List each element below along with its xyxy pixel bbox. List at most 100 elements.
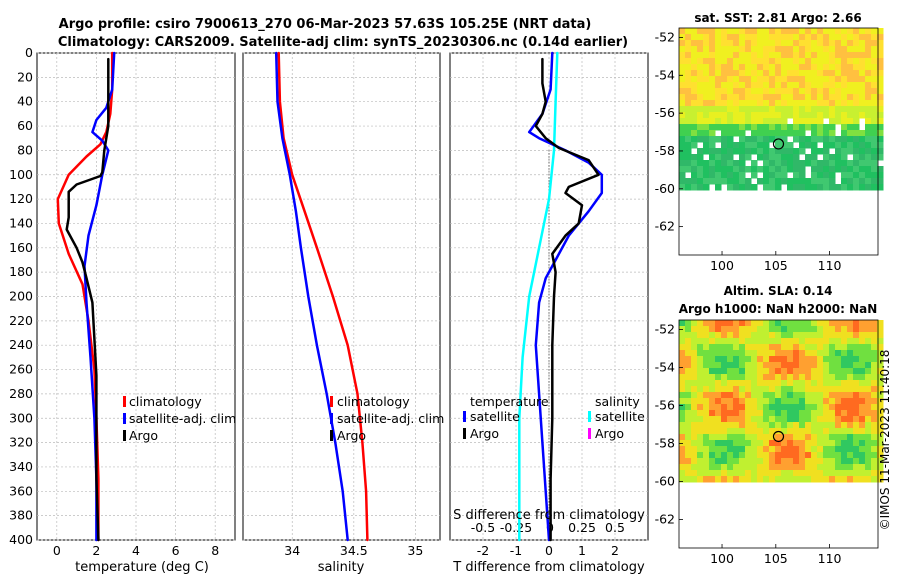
map-cell — [853, 184, 860, 191]
map-cell — [739, 344, 746, 351]
map-cell — [781, 172, 788, 179]
map-cell — [817, 34, 824, 41]
map-cell — [805, 34, 812, 41]
map-cell — [799, 446, 806, 453]
map-cell — [775, 392, 782, 399]
map-cell — [853, 338, 860, 345]
map-cell — [739, 458, 746, 465]
map-cell — [763, 380, 770, 387]
map-cell — [835, 148, 842, 155]
map-cell — [691, 52, 698, 59]
map-cell — [691, 100, 698, 107]
map-cell — [853, 88, 860, 95]
map-cell — [871, 112, 878, 119]
map-cell — [793, 58, 800, 65]
map-cell — [751, 88, 758, 95]
map-cell — [691, 70, 698, 77]
map-cell — [865, 368, 872, 375]
map-cell — [787, 34, 794, 41]
map-cell — [757, 40, 764, 47]
map-cell — [685, 470, 692, 477]
map-cell — [847, 70, 854, 77]
map-cell — [769, 446, 776, 453]
map-cell — [745, 106, 752, 113]
map-cell — [727, 34, 734, 41]
map-cell — [715, 70, 722, 77]
y-tick-label: 80 — [17, 142, 33, 157]
map-cell — [727, 76, 734, 83]
map-cell — [691, 136, 698, 143]
map-cell — [865, 422, 872, 429]
map-cell — [739, 172, 746, 179]
map-cell — [799, 172, 806, 179]
map-cell — [823, 386, 830, 393]
map-cell — [865, 332, 872, 339]
map-cell — [691, 368, 698, 375]
map-cell — [739, 58, 746, 65]
map-cell — [817, 136, 824, 143]
map-cell — [685, 118, 692, 125]
map-cell — [781, 404, 788, 411]
map-cell — [703, 100, 710, 107]
map-cell — [865, 28, 872, 35]
map-cell — [679, 136, 686, 143]
map-cell — [733, 344, 740, 351]
map-cell — [859, 368, 866, 375]
map-cell — [823, 184, 830, 191]
map-cell — [817, 428, 824, 435]
map-cell — [745, 112, 752, 119]
map-cell — [751, 52, 758, 59]
map-cell — [859, 130, 866, 137]
map-cell — [799, 368, 806, 375]
map-cell — [751, 172, 758, 179]
map-cell — [781, 112, 788, 119]
map-cell — [679, 94, 686, 101]
map-cell — [805, 440, 812, 447]
map-cell — [877, 136, 884, 143]
map-cell — [859, 380, 866, 387]
map-cell — [697, 446, 704, 453]
map-cell — [757, 446, 764, 453]
map-cell — [817, 476, 824, 483]
map-cell — [829, 320, 836, 327]
map-cell — [847, 130, 854, 137]
map-cell — [775, 178, 782, 185]
map-cell — [823, 130, 830, 137]
x-tick-label: 6 — [172, 543, 180, 558]
map-cell — [709, 124, 716, 131]
map-cell — [685, 70, 692, 77]
map-cell — [739, 70, 746, 77]
map-cell — [835, 46, 842, 53]
map-cell — [763, 428, 770, 435]
map-cell — [829, 160, 836, 167]
map-cell — [709, 464, 716, 471]
map-cell — [769, 398, 776, 405]
map-cell — [733, 464, 740, 471]
map-cell — [841, 368, 848, 375]
map-cell — [859, 40, 866, 47]
map-cell — [721, 76, 728, 83]
map-cell — [793, 356, 800, 363]
map-cell — [685, 476, 692, 483]
map-cell — [727, 368, 734, 375]
map-cell — [685, 338, 692, 345]
map-cell — [739, 46, 746, 53]
map-cell — [781, 136, 788, 143]
map-cell — [733, 112, 740, 119]
map-cell — [757, 58, 764, 65]
map-cell — [841, 52, 848, 59]
map-cell — [685, 148, 692, 155]
map-cell — [835, 356, 842, 363]
map-cell — [703, 332, 710, 339]
map-cell — [823, 70, 830, 77]
sla-map-subtitle: Argo h1000: NaN h2000: NaN — [679, 302, 878, 316]
map-cell — [727, 148, 734, 155]
map-cell — [835, 446, 842, 453]
map-cell — [853, 154, 860, 161]
map-cell — [877, 362, 884, 369]
map-cell — [841, 392, 848, 399]
map-cell — [871, 326, 878, 333]
map-cell — [715, 386, 722, 393]
map-cell — [757, 332, 764, 339]
map-cell — [799, 34, 806, 41]
